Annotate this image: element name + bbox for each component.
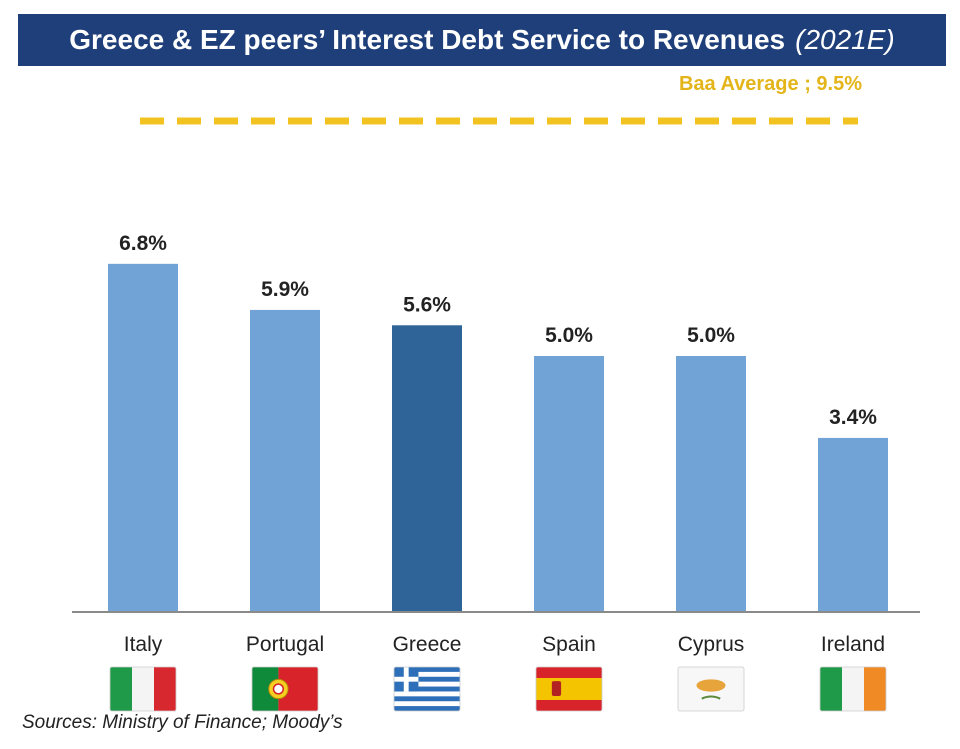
category-label-ireland: Ireland (821, 633, 885, 656)
ireland-flag-icon (819, 666, 887, 712)
bar-greece (392, 325, 462, 612)
category-label-greece: Greece (393, 633, 462, 656)
chart-subtitle: (2021E) (795, 24, 895, 55)
category-label-portugal: Portugal (246, 633, 324, 656)
category-label-spain: Spain (542, 633, 596, 656)
bar-cyprus (676, 356, 746, 612)
source-note: Sources: Ministry of Finance; Moody’s (22, 712, 343, 733)
category-label-italy: Italy (124, 633, 163, 656)
portugal-flag-icon (251, 666, 319, 712)
chart-title-bar: Greece & EZ peers’ Interest Debt Service… (18, 14, 946, 66)
spain-flag-icon (535, 666, 603, 712)
data-label-portugal: 5.9% (261, 278, 309, 301)
data-label-ireland: 3.4% (829, 406, 877, 429)
data-label-greece: 5.6% (403, 293, 451, 316)
bar-spain (534, 356, 604, 612)
cyprus-flag-icon (677, 666, 745, 712)
data-label-italy: 6.8% (119, 232, 167, 255)
bar-ireland (818, 437, 888, 612)
greece-flag-icon (393, 666, 461, 712)
bar-portugal (250, 309, 320, 612)
data-label-spain: 5.0% (545, 324, 593, 347)
category-label-cyprus: Cyprus (678, 633, 745, 656)
italy-flag-icon (109, 666, 177, 712)
data-label-cyprus: 5.0% (687, 324, 735, 347)
reference-line-label: Baa Average ; 9.5% (679, 73, 862, 95)
chart-title: Greece & EZ peers’ Interest Debt Service… (69, 24, 786, 55)
bar-italy (108, 263, 178, 612)
